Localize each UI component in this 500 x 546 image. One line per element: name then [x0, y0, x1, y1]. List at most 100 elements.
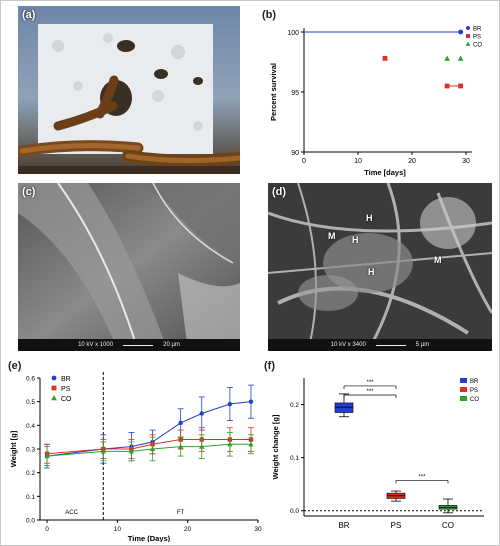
annotation-h-3: H	[368, 267, 375, 277]
point-BR	[458, 29, 463, 35]
legend-marker-BR	[466, 26, 470, 30]
y-axis-title: Percent survival	[269, 63, 278, 121]
sem-scalebar-d: 10 kV x 3400 5 µm	[268, 339, 492, 351]
mealworms-styrofoam-photo	[18, 6, 240, 174]
sem-image-smooth	[18, 183, 240, 351]
point-CO	[128, 448, 135, 454]
panel-label-f: (f)	[264, 360, 275, 372]
y-tick-label: 0.2	[290, 402, 299, 409]
panel-label-d: (d)	[272, 186, 287, 198]
chart-panel-b: (b) 90 95 100 0 10 20 30 Time [days] Percent sur…	[258, 6, 494, 182]
sem-panel-d: (d) M H H H M 10 kV x 3400 5 µm	[268, 183, 492, 351]
legend-swatch-CO	[460, 396, 467, 401]
legend-marker-CO	[465, 41, 471, 46]
panel-label-a: (a)	[22, 9, 36, 21]
x-tick-label: 10	[114, 526, 122, 533]
y-tick-label: 95	[291, 90, 299, 97]
point-CO	[444, 55, 450, 61]
sem-scale-d: 5 µm	[415, 342, 430, 348]
sem-scale-c: 20 µm	[163, 342, 180, 348]
panel-label-b: (b)	[262, 9, 277, 21]
y-axis-title: Weight [g]	[9, 430, 18, 467]
point-BR	[248, 399, 254, 404]
x-tick-label: 0	[45, 526, 49, 533]
category-label-CO: CO	[442, 521, 454, 530]
x-axis-title: Time [days]	[364, 168, 406, 177]
x-tick-label: 0	[302, 158, 306, 165]
survival-chart: 90 95 100 0 10 20 30 Time [days] Percent surviva…	[269, 26, 482, 177]
chart-panel-f: (f) 0.0 0.1 0.2 Weight change [g] BR PS CO *** *…	[256, 356, 496, 542]
y-tick-label: 0.1	[290, 455, 299, 462]
y-tick-label: 90	[291, 150, 299, 157]
photo-panel-a: (a)	[18, 6, 240, 174]
annotation-h-1: H	[366, 213, 373, 223]
point-BR	[227, 401, 233, 407]
y-tick-label: 0.5	[26, 399, 35, 406]
category-label-PS: PS	[391, 521, 402, 530]
point-CO	[149, 446, 156, 452]
legend-label-CO: CO	[473, 43, 482, 49]
y-axis-title: Weight change [g]	[271, 414, 280, 479]
box-BR	[334, 402, 354, 413]
point-CO	[100, 448, 106, 454]
y-tick-label: 0.6	[26, 376, 35, 383]
legend-label-PS: PS	[473, 35, 481, 41]
legend-label-PS: PS	[61, 386, 71, 393]
x-tick-label: 20	[408, 158, 416, 165]
y-tick-label: 0.1	[26, 494, 35, 501]
weight-change-boxplot: 0.0 0.1 0.2 Weight change [g] BR PS CO *** *** **…	[271, 378, 484, 530]
phase-label-acc: ACC	[65, 510, 78, 516]
legend-label-BR: BR	[470, 379, 479, 385]
legend-swatch-PS	[460, 387, 467, 392]
legend-swatch-BR	[460, 378, 467, 383]
series-line-CO	[46, 443, 251, 457]
point-CO	[44, 453, 50, 459]
sem-settings-d: 10 kV x 3400	[330, 342, 366, 348]
sem-image-rough	[268, 183, 492, 351]
legend-marker-PS	[466, 34, 470, 38]
panel-label-c: (c)	[22, 186, 36, 198]
sem-panel-c: (c) 10 kV x 1000 20 µm	[18, 183, 240, 351]
panel-label-e: (e)	[8, 360, 22, 372]
category-label-BR: BR	[338, 521, 349, 530]
point-PS	[382, 56, 388, 61]
significance-label: ***	[366, 380, 374, 386]
x-axis-title: Time (Days)	[128, 534, 171, 542]
weight-chart: 0.0 0.1 0.2 0.3 0.4 0.5 0.6 0 10 20 30 Time (Days) W…	[9, 372, 262, 542]
significance-label: ***	[418, 474, 426, 480]
legend-marker-PS	[51, 385, 57, 391]
y-tick-label: 0.0	[290, 508, 299, 515]
point-BR	[178, 420, 183, 426]
x-tick-label: 10	[354, 158, 362, 165]
x-tick-label: 20	[184, 526, 192, 533]
legend-marker-BR	[51, 375, 57, 381]
phase-label-ft: FT	[177, 510, 185, 516]
legend-label-PS: PS	[470, 388, 478, 394]
y-tick-label: 100	[287, 30, 299, 37]
point-CO	[199, 443, 205, 449]
y-tick-label: 0.3	[26, 447, 35, 454]
point-CO	[227, 441, 233, 447]
x-tick-label: 30	[254, 526, 262, 533]
legend-label-CO: CO	[470, 397, 479, 403]
annotation-m-2: M	[434, 255, 442, 265]
y-tick-label: 0.4	[26, 423, 35, 430]
point-CO	[248, 441, 254, 447]
chart-panel-e: (e) 0.0 0.1 0.2 0.3 0.4 0.5 0.6 0 10 20 30 Time (Da…	[6, 356, 266, 542]
annotation-m-1: M	[328, 231, 336, 241]
series-line-PS	[46, 439, 251, 455]
y-tick-label: 0.0	[26, 518, 35, 525]
y-tick-label: 0.2	[26, 470, 35, 477]
sem-scalebar-c: 10 kV x 1000 20 µm	[18, 339, 240, 351]
significance-label: ***	[366, 389, 374, 395]
legend-label-BR: BR	[473, 27, 482, 33]
series-line-BR	[46, 401, 252, 457]
x-tick-label: 30	[462, 158, 470, 165]
legend-label-CO: CO	[61, 396, 72, 403]
annotation-h-2: H	[352, 235, 359, 245]
point-BR	[199, 411, 204, 416]
point-CO	[457, 55, 464, 61]
sem-settings-c: 10 kV x 1000	[78, 342, 114, 348]
legend-marker-CO	[51, 395, 57, 401]
legend-label-BR: BR	[61, 376, 71, 383]
